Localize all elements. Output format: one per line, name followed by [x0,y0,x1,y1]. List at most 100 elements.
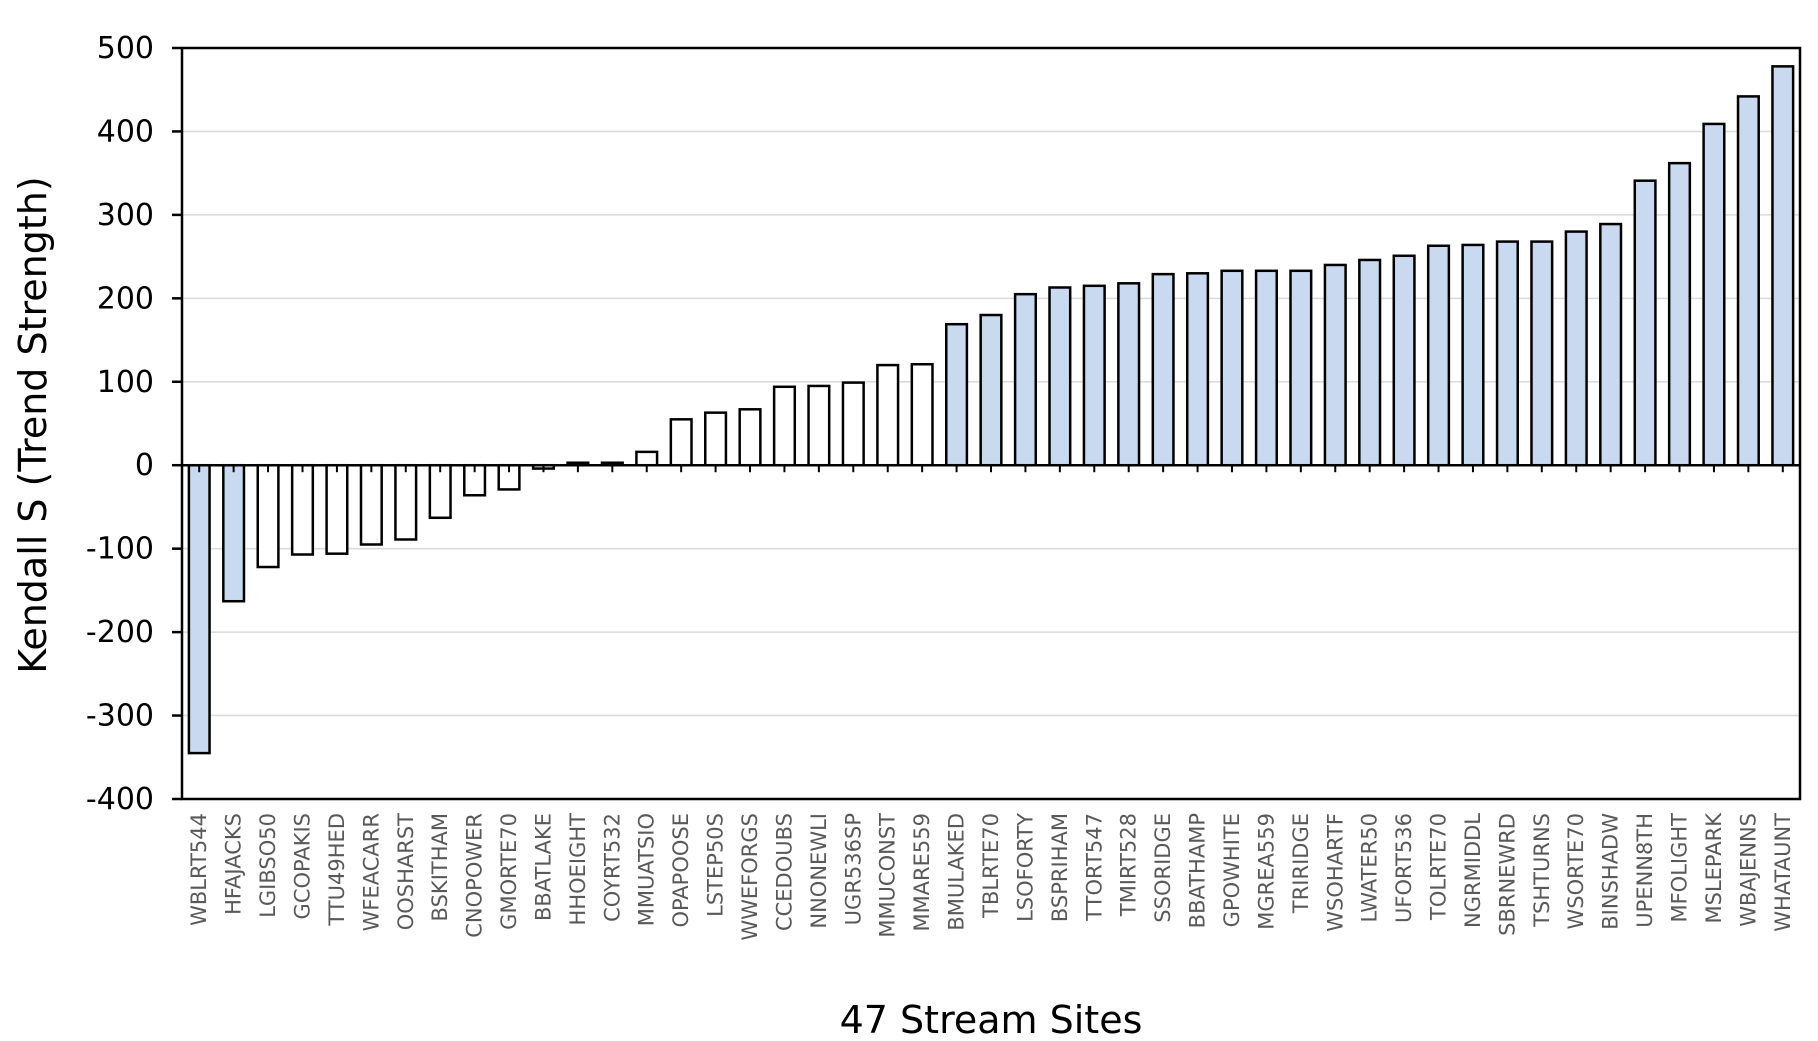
bar [704,411,728,467]
bar [1392,254,1416,467]
x-tick-label: SSORIDGE [1151,813,1175,923]
x-tick-label: MGREA559 [1254,813,1278,930]
bar [979,313,1003,467]
x-tick-label: NNONEWLI [807,813,831,929]
x-tick-label: COYRT532 [600,813,624,922]
x-tick-label: GPOWHITE [1220,813,1244,927]
x-tick-label: CNOPOWER [463,813,487,938]
y-tick-label: -300 [86,699,154,734]
x-tick-label: BSKITHAM [428,813,452,921]
x-tick-label: TTORT547 [1082,813,1106,922]
x-tick-label: BBATLAKE [531,813,555,921]
bar [187,463,211,755]
bar [1530,240,1554,467]
y-tick-label: 400 [97,114,154,149]
bars [187,65,1795,755]
x-tick-label: GMORTE70 [497,813,521,930]
x-tick-label: WBAJENNS [1736,813,1760,927]
x-tick-label: MSLEPARK [1702,812,1726,924]
bar [1185,272,1210,467]
x-tick-label: TSHTURNS [1530,813,1554,928]
x-tick-label: SBRNEWRD [1495,813,1519,936]
x-tick-label: WBLRT544 [187,813,211,926]
bar [1048,286,1072,467]
y-tick-label: 200 [97,281,154,316]
x-tick-labels: WBLRT544 HFAJACKS LGIBSO50 GCOPAKIS TTU49HED… [187,812,1795,941]
plot-frame [180,46,1802,801]
bar [1082,284,1106,467]
bar [669,418,693,467]
bar [1289,269,1313,467]
x-tick-label: WSOHARTF [1323,813,1347,932]
x-tick-label: WFEACARR [359,813,383,931]
y-tick-label: -100 [86,532,154,567]
x-tick-label: HHOEIGHT [566,813,590,926]
y-tick-labels: 500 400 300 200 100 0 -100 -200 -300 -400 [86,31,182,817]
bar [256,463,280,569]
y-tick-label: 0 [135,448,154,483]
x-tick-label: GCOPAKIS [290,813,314,919]
y-tick-label: 300 [97,198,154,233]
x-tick-label: UPENN8TH [1633,813,1657,928]
x-tick-label: TBLRTE70 [979,813,1003,919]
bar [876,363,900,467]
x-tick-label: BSPRIHAM [1048,813,1072,922]
x-tick-label: BMULAKED [945,813,969,931]
bar [1358,258,1382,467]
x-tick-label: WWEFORGS [738,813,762,941]
x-tick-label: UFORT536 [1392,813,1416,923]
y-tick-label: 100 [97,365,154,400]
x-tick-label: LSTEP50S [704,813,728,917]
x-tick-label: TMIRT528 [1117,813,1141,917]
y-axis-title: Kendall S (Trend Strength) [11,176,55,673]
x-tick-label: TTU49HED [325,813,349,927]
bar [394,463,418,541]
y-tick-label: -400 [86,782,154,817]
x-tick-label: LWATER50 [1358,813,1382,923]
x-tick-label: WSORTE70 [1564,813,1588,930]
bar [290,463,315,556]
axes [180,46,1802,801]
x-tick-label: LSOFORTY [1013,813,1037,922]
x-tick-label: LGIBSO50 [256,813,280,918]
bar [1736,95,1760,467]
bar [1426,244,1451,467]
bar [1771,65,1795,467]
bar [1633,179,1657,467]
bar [841,381,865,467]
bar [222,463,246,603]
x-tick-label: WHATAUNT [1771,813,1795,932]
bar [945,322,969,467]
x-tick-label: NGRMIDDL [1461,813,1485,928]
y-tick-label: -200 [86,615,154,650]
bar [1495,240,1519,467]
bar [772,385,797,467]
bar [910,363,934,467]
x-axis-title: 47 Stream Sites [840,998,1143,1041]
bar [807,384,831,467]
x-tick-label: MMUATSIO [635,813,659,926]
x-tick-label: UGR536SP [841,813,865,925]
bar [635,450,659,467]
y-tick-label: 500 [97,31,154,66]
x-tick-label: CCEDOUBS [772,813,796,931]
bar [1564,230,1588,467]
bar [1667,161,1692,467]
x-tick-label: BINSHADW [1599,813,1623,930]
bar [1151,272,1175,467]
x-tick-label: TOLRTE70 [1427,813,1451,921]
bar [1117,282,1141,467]
bar [1461,243,1485,467]
bar [428,463,452,520]
bar [1220,269,1244,467]
bar [1599,222,1623,467]
bar [1254,269,1278,467]
x-tick-label: MFOLIGHT [1668,813,1692,923]
x-tick-label: MMUCONST [876,813,900,938]
x-tick-label: BBATHAMP [1186,813,1210,928]
x-tick-label: HFAJACKS [222,813,246,915]
bar [325,463,349,555]
x-tick-label: TRIRIDGE [1289,813,1313,914]
